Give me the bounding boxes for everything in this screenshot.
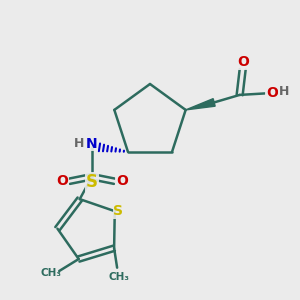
Text: S: S [86,173,98,191]
Text: H: H [279,85,289,98]
Text: O: O [266,86,278,100]
Text: O: O [116,174,128,188]
Text: O: O [56,174,68,188]
Text: N: N [86,137,98,151]
Text: S: S [113,204,123,218]
Polygon shape [186,99,215,110]
Text: CH₃: CH₃ [108,272,129,282]
Text: H: H [74,137,84,150]
Text: CH₃: CH₃ [40,268,61,278]
Text: O: O [237,55,249,69]
